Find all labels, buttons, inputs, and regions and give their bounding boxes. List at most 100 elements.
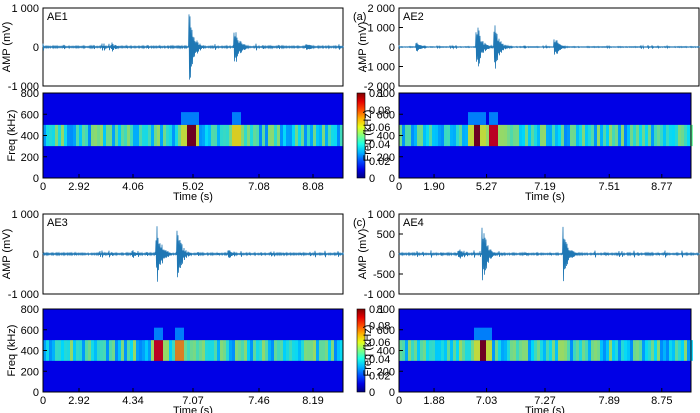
x-axis-label: Time (s) bbox=[525, 191, 565, 203]
colorbar-bar bbox=[356, 308, 366, 393]
colorbar: 0 0.02 0.04 0.06 0.08 0.1 bbox=[356, 304, 390, 399]
channel-label: AE4 bbox=[403, 217, 424, 229]
spectrogram-cell bbox=[462, 124, 465, 147]
spectrogram-cell bbox=[289, 340, 292, 361]
spectrogram-cell bbox=[576, 340, 579, 361]
spectrogram-cell bbox=[603, 340, 606, 361]
spectrogram-cell bbox=[88, 340, 91, 361]
spectrogram-cell bbox=[651, 340, 654, 361]
spectrogram-cell bbox=[528, 124, 531, 147]
spectrogram-cell bbox=[295, 124, 298, 147]
spectrogram-cell bbox=[316, 340, 319, 361]
colorbar-tick-label: 0.1 bbox=[369, 304, 384, 316]
spectrogram-cell bbox=[139, 340, 142, 361]
spectrogram-cell bbox=[678, 340, 681, 361]
spectrogram-cell bbox=[570, 124, 573, 147]
y-tick-label: 600 bbox=[21, 109, 39, 121]
spectrogram-cell bbox=[423, 124, 426, 147]
spectrogram-cell bbox=[666, 340, 669, 361]
colorbar-tick-label: 0.02 bbox=[369, 370, 390, 382]
spectrogram-cell bbox=[660, 340, 663, 361]
spectrogram-cell bbox=[492, 124, 495, 147]
spectrogram-cell bbox=[477, 112, 480, 125]
spectrogram-cell bbox=[618, 124, 621, 147]
spectrogram-cell bbox=[408, 340, 411, 361]
spectrogram-cell bbox=[286, 124, 289, 147]
y-tick-label: 0 bbox=[33, 387, 39, 399]
spectrogram-cell bbox=[684, 124, 687, 147]
spectrogram-cell bbox=[414, 124, 417, 147]
y-tick-label: 600 bbox=[377, 325, 395, 337]
spectrogram-cell bbox=[471, 112, 474, 125]
spectrogram-cell bbox=[73, 340, 76, 361]
spectrogram-cell bbox=[82, 340, 85, 361]
spectrogram-cell bbox=[624, 340, 627, 361]
y-axis-label: AMP (mV) bbox=[1, 22, 13, 73]
spectrogram-cell bbox=[49, 124, 52, 147]
spectrogram-cell bbox=[480, 124, 483, 147]
spectrogram-cell bbox=[459, 124, 462, 147]
y-axis-label: AMP (mV) bbox=[1, 229, 13, 280]
spectrogram-cell bbox=[85, 124, 88, 147]
spectrogram-cell bbox=[648, 340, 651, 361]
x-tick-label: 0 bbox=[40, 395, 46, 407]
spectrogram-cell bbox=[600, 340, 603, 361]
y-tick-label: -1 000 bbox=[8, 81, 39, 93]
spectrogram-cell bbox=[61, 124, 64, 147]
spectrogram-cell bbox=[612, 340, 615, 361]
waveform-trace bbox=[398, 226, 700, 282]
spectrogram-cell bbox=[555, 124, 558, 147]
spectrogram-cell bbox=[675, 124, 678, 147]
spectrogram-cell bbox=[561, 124, 564, 147]
spectrogram-cell bbox=[154, 340, 157, 361]
spectrogram-cell bbox=[112, 124, 115, 147]
spectrogram-cell bbox=[337, 340, 340, 361]
spectrogram-cell bbox=[567, 340, 570, 361]
spectrogram-cell bbox=[633, 124, 636, 147]
spectrogram-cell bbox=[334, 340, 337, 361]
spectrogram-cell bbox=[244, 340, 247, 361]
spectrogram-cell bbox=[495, 112, 498, 125]
spectrogram-cell bbox=[534, 124, 537, 147]
y-tick-label: -500 bbox=[373, 269, 395, 281]
x-tick-label: 8.75 bbox=[651, 395, 672, 407]
spectrogram-cell bbox=[657, 124, 660, 147]
spectrogram-cell bbox=[220, 340, 223, 361]
y-axis-label: Freq (kHz) bbox=[6, 325, 18, 377]
spectrogram-cell bbox=[184, 340, 187, 361]
spectrogram-cell bbox=[232, 340, 235, 361]
spectrogram-cell bbox=[64, 124, 67, 147]
spectrogram-cell bbox=[480, 112, 483, 125]
spectrogram-cell bbox=[175, 327, 178, 341]
y-tick-label: 0 bbox=[33, 42, 39, 54]
spectrogram-cell bbox=[208, 124, 211, 147]
spectrogram-cell bbox=[510, 340, 513, 361]
colorbar-tick-label: 0.1 bbox=[369, 88, 384, 100]
spectrogram-cell bbox=[112, 340, 115, 361]
spectrogram-cell bbox=[471, 124, 474, 147]
spectrogram-cell bbox=[531, 340, 534, 361]
y-tick-label: 0 bbox=[33, 173, 39, 185]
spectrogram-cell bbox=[319, 124, 322, 147]
spectrogram-cell bbox=[519, 340, 522, 361]
y-tick-label: 1 000 bbox=[367, 209, 395, 221]
spectrogram-cell bbox=[181, 340, 184, 361]
spectrogram-cell bbox=[199, 124, 202, 147]
spectrogram-cell bbox=[486, 340, 489, 361]
spectrogram-cell bbox=[289, 124, 292, 147]
spectrogram-cell bbox=[307, 340, 310, 361]
spectrogram-cell bbox=[313, 124, 316, 147]
spectrogram-cell bbox=[507, 124, 510, 147]
spectrogram-cell bbox=[202, 124, 205, 147]
spectrogram-cell bbox=[630, 124, 633, 147]
spectrogram-cell bbox=[501, 340, 504, 361]
spectrogram-cell bbox=[606, 340, 609, 361]
spectrogram-cell bbox=[115, 124, 118, 147]
spectrogram-cell bbox=[513, 340, 516, 361]
waveform-trace bbox=[42, 14, 344, 80]
spectrogram-cell bbox=[253, 124, 256, 147]
y-tick-label: 2 000 bbox=[367, 3, 395, 15]
spectrogram-cell bbox=[70, 124, 73, 147]
spectrogram-cell bbox=[298, 124, 301, 147]
